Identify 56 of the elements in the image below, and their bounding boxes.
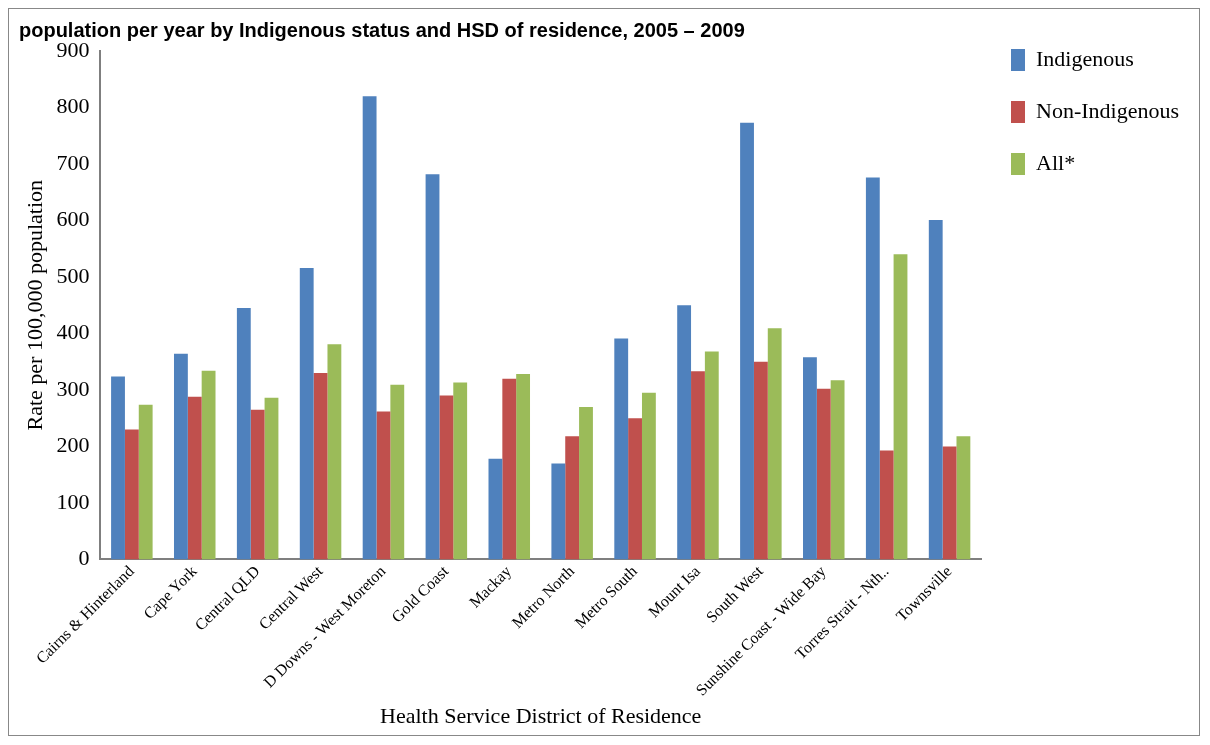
y-tick-label: 700 [56, 149, 90, 175]
bar [362, 96, 377, 560]
bar [893, 254, 908, 560]
x-axis-title: Health Service District of Residence [380, 702, 702, 728]
bar [299, 267, 314, 560]
bar [111, 376, 125, 560]
bar [753, 361, 768, 560]
bar [488, 458, 503, 560]
bar [187, 396, 202, 560]
bar [956, 436, 971, 560]
bar [641, 392, 656, 560]
bar [250, 409, 265, 560]
bar [677, 305, 692, 560]
bar [376, 411, 391, 560]
bar [313, 373, 328, 560]
bar [201, 370, 216, 560]
bar [704, 351, 719, 560]
bar [174, 353, 188, 560]
bar [865, 177, 880, 560]
bar [138, 404, 153, 560]
legend-label: Non-Indigenous [1036, 97, 1180, 123]
bar [579, 406, 593, 560]
bar [942, 446, 957, 560]
bar [551, 463, 566, 560]
bar [453, 382, 468, 560]
bar [565, 436, 580, 560]
bar [516, 374, 531, 560]
y-tick-label: 800 [56, 93, 90, 119]
bar [614, 338, 629, 560]
bar [628, 418, 642, 560]
bar [767, 328, 782, 560]
bar [803, 357, 817, 560]
bar [236, 308, 251, 560]
bar [740, 122, 754, 560]
bar [879, 450, 894, 560]
legend-label: All* [1036, 149, 1076, 175]
bar [425, 174, 440, 560]
bar [327, 344, 342, 560]
bar [502, 378, 517, 560]
y-axis-title: Rate per 100,000 population [21, 179, 47, 431]
legend-label: Indigenous [1036, 45, 1134, 71]
y-tick-label: 0 [78, 545, 90, 571]
bar [830, 380, 845, 560]
bar [264, 397, 279, 560]
y-tick-label: 400 [56, 319, 90, 345]
y-tick-label: 500 [56, 262, 90, 288]
y-tick-label: 300 [56, 375, 90, 401]
bar [816, 388, 831, 560]
bar [439, 395, 454, 560]
bar [390, 384, 405, 560]
bar [928, 219, 943, 560]
y-tick-label: 100 [56, 488, 90, 514]
y-tick-label: 200 [56, 432, 90, 458]
bar [124, 429, 139, 560]
bar [691, 371, 705, 560]
y-tick-label: 600 [56, 206, 90, 232]
